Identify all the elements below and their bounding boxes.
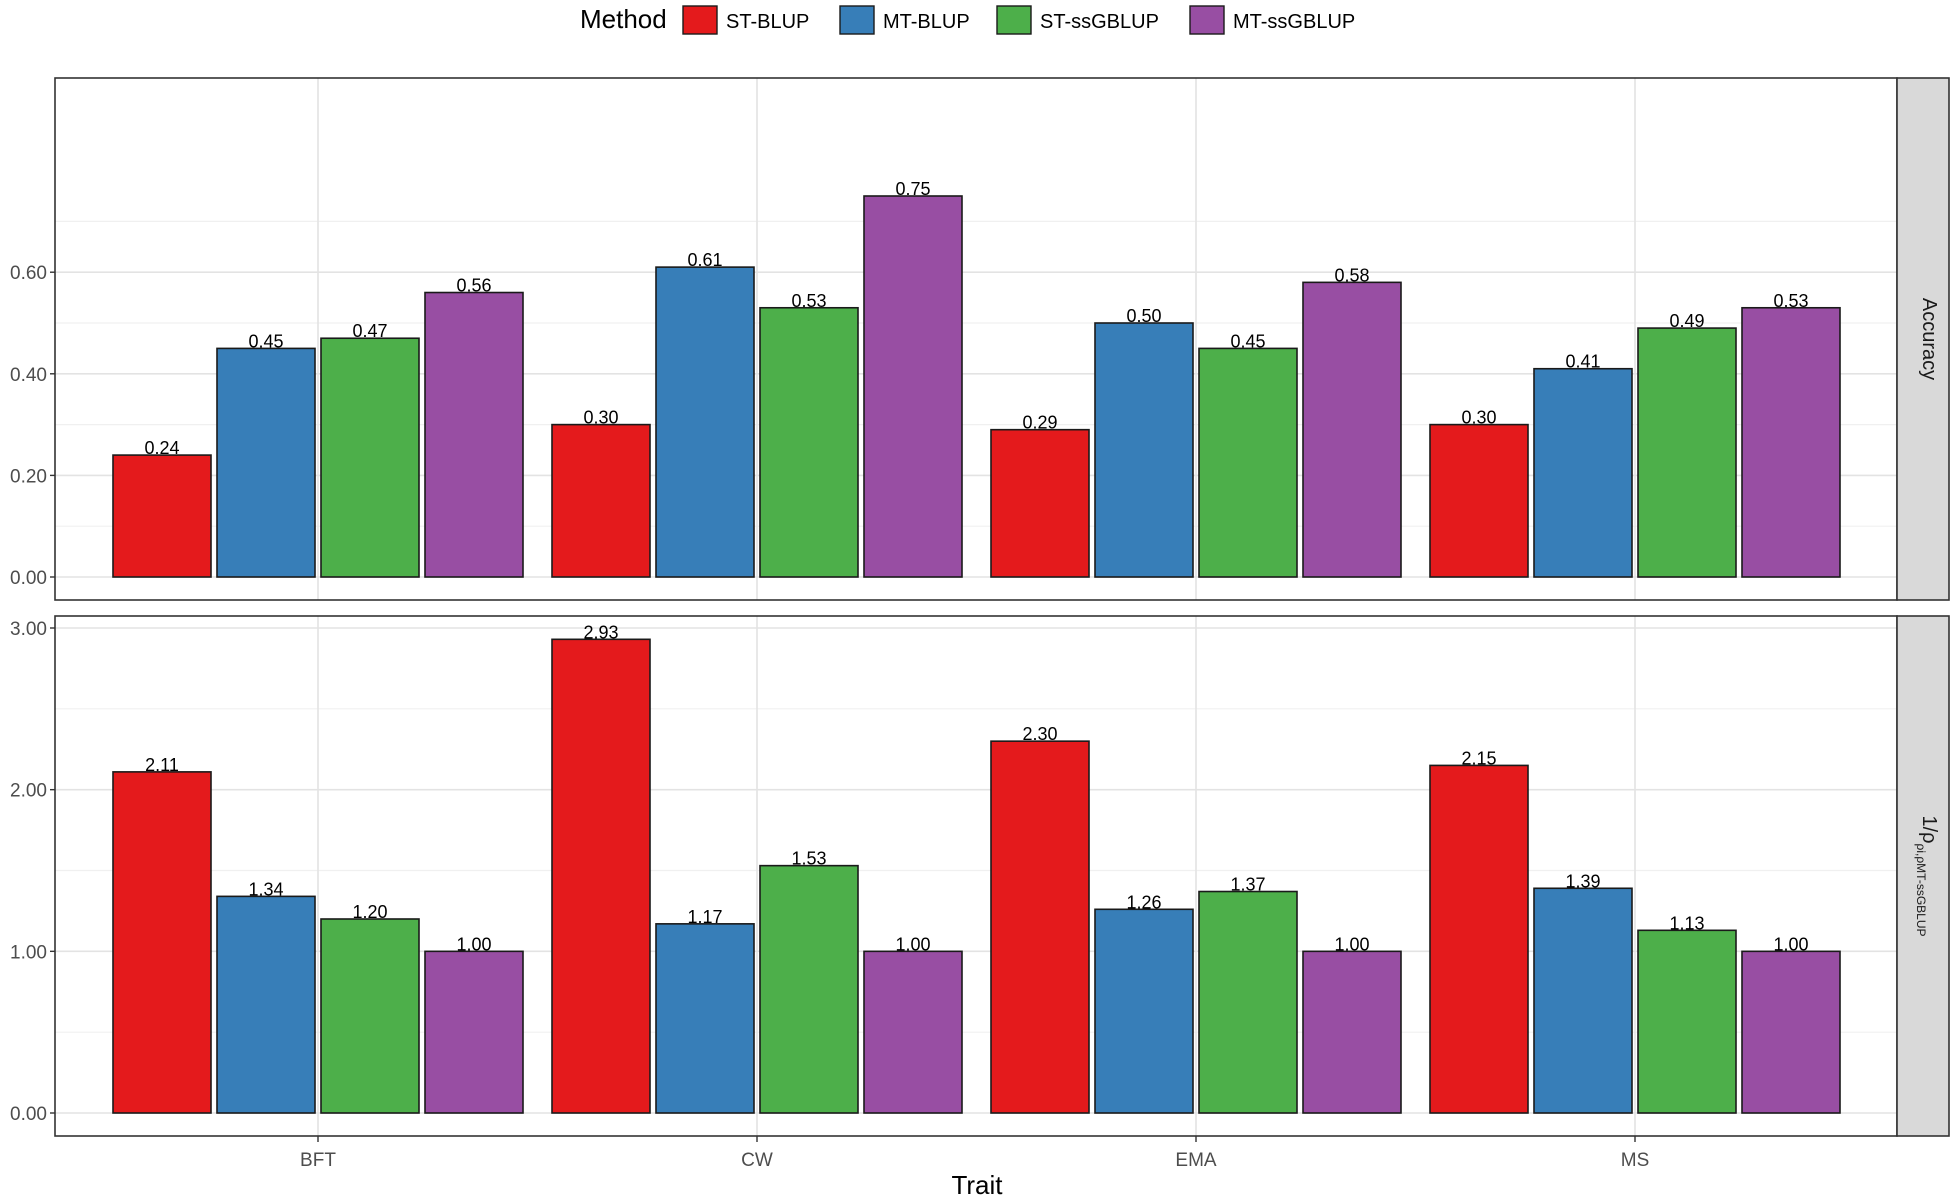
legend-label-mt-blup: MT-BLUP (883, 11, 970, 33)
y-tick-label: 1.00 (10, 942, 47, 963)
legend-label-mt-ssgblup: MT-ssGBLUP (1233, 11, 1355, 33)
panel-inverse-rho: 0.00 1.00 2.00 3.00 2.11 2.93 2.30 2.15 1.34 1.17… (10, 615, 1950, 1137)
bar-label-st-ssgblup-cw: 0.53 (791, 291, 826, 311)
legend-swatch-mt-blup (839, 5, 875, 35)
bar-label-st-blup-bft: 0.24 (144, 438, 179, 458)
bar-label-mt-blup-cw: 1.17 (687, 907, 722, 927)
bar-label-st-blup-ms: 2.15 (1461, 748, 1496, 768)
legend-label-st-blup: ST-BLUP (726, 11, 809, 33)
y-tick-label: 0.00 (10, 568, 47, 589)
bar-label-mt-ssgblup-ema: 1.00 (1334, 934, 1369, 954)
bar-st-ssgblup-ema (1198, 347, 1298, 578)
bar-label-st-ssgblup-ms: 1.13 (1669, 913, 1704, 933)
bar-mt-ssgblup-ms (1741, 306, 1841, 578)
bar-st-blup-bft (112, 771, 212, 1114)
bar-label-st-blup-ema: 0.29 (1022, 413, 1057, 433)
bar-mt-blup-ms (1533, 367, 1633, 578)
x-tick-label-bft: BFT (300, 1150, 336, 1171)
bar-label-mt-ssgblup-cw: 1.00 (895, 934, 930, 954)
bar-st-blup-cw (551, 423, 651, 578)
bar-mt-blup-ms (1533, 887, 1633, 1114)
bar-label-st-ssgblup-ema: 0.45 (1230, 331, 1265, 351)
bar-label-mt-blup-ms: 0.41 (1565, 352, 1600, 372)
legend-swatch-st-ssgblup (996, 5, 1032, 35)
bar-st-ssgblup-bft (320, 918, 420, 1114)
bar-mt-ssgblup-ms (1741, 950, 1841, 1114)
bar-st-blup-ms (1429, 423, 1529, 578)
bar-label-st-blup-ms: 0.30 (1461, 408, 1496, 428)
bar-mt-blup-ema (1094, 322, 1194, 578)
legend-item-mt-ssgblup: MT-ssGBLUP (1189, 5, 1355, 35)
bar-mt-ssgblup-cw (863, 950, 963, 1114)
bar-mt-blup-bft (216, 347, 316, 578)
bar-st-ssgblup-ms (1637, 929, 1737, 1114)
bar-label-st-blup-ema: 2.30 (1022, 724, 1057, 744)
bar-label-mt-ssgblup-ema: 0.58 (1334, 265, 1369, 285)
bar-st-ssgblup-ms (1637, 327, 1737, 578)
bar-label-mt-blup-ms: 1.39 (1565, 871, 1600, 891)
bar-mt-blup-cw (655, 923, 755, 1114)
bar-label-mt-blup-ema: 0.50 (1126, 306, 1161, 326)
legend-item-st-ssgblup: ST-ssGBLUP (996, 5, 1159, 35)
x-axis-title: Trait (951, 1170, 1003, 1197)
x-tick-label-cw: CW (741, 1150, 773, 1171)
bar-st-blup-bft (112, 454, 212, 578)
y-tick-label: 2.00 (10, 781, 47, 802)
x-tick-label-ms: MS (1621, 1150, 1650, 1171)
bar-st-ssgblup-ema (1198, 890, 1298, 1114)
bar-label-mt-ssgblup-ms: 1.00 (1773, 934, 1808, 954)
bar-mt-ssgblup-bft (424, 291, 524, 578)
bar-mt-blup-cw (655, 266, 755, 578)
bar-st-blup-ema (990, 740, 1090, 1114)
bar-label-st-ssgblup-bft: 1.20 (352, 902, 387, 922)
bar-label-st-ssgblup-cw: 1.53 (791, 849, 826, 869)
bar-mt-blup-ema (1094, 908, 1194, 1114)
y-tick-label: 3.00 (10, 619, 47, 640)
bar-st-blup-ms (1429, 764, 1529, 1114)
facet-strip-label: Accuracy (1918, 298, 1940, 380)
panel-accuracy: 0.00 0.20 0.40 0.60 0.24 0.30 0.29 0.30 0.45 0.61… (10, 77, 1950, 601)
bar-mt-ssgblup-bft (424, 950, 524, 1114)
legend-swatch-mt-ssgblup (1189, 5, 1225, 35)
bar-st-blup-cw (551, 638, 651, 1114)
bar-label-mt-blup-ema: 1.26 (1126, 892, 1161, 912)
bar-label-st-blup-cw: 2.93 (583, 622, 618, 642)
y-tick-label: 0.40 (10, 365, 47, 386)
y-tick-label: 0.60 (10, 263, 47, 284)
bar-label-st-ssgblup-bft: 0.47 (352, 321, 387, 341)
x-tick-label-ema: EMA (1175, 1150, 1217, 1171)
x-axis: BFT CW EMA MS (300, 1136, 1649, 1171)
bar-label-mt-ssgblup-cw: 0.75 (895, 179, 930, 199)
legend: Method ST-BLUP MT-BLUP ST-ssGBLUP MT-ssGBLU… (580, 4, 1355, 35)
bar-st-ssgblup-cw (759, 306, 859, 578)
y-tick-label: 0.20 (10, 466, 47, 487)
bar-mt-ssgblup-ema (1302, 281, 1402, 578)
bar-label-mt-ssgblup-bft: 0.56 (456, 276, 491, 296)
bar-label-st-blup-cw: 0.30 (583, 408, 618, 428)
bar-st-ssgblup-bft (320, 337, 420, 578)
bar-label-mt-blup-bft: 0.45 (248, 331, 283, 351)
bar-label-mt-ssgblup-ms: 0.53 (1773, 291, 1808, 311)
facet-strip (1896, 615, 1950, 1137)
y-tick-label: 0.00 (10, 1104, 47, 1125)
bar-st-blup-ema (990, 428, 1090, 578)
facet-strip-subscript: ρi,ρMT-ssGBLUP (1914, 844, 1928, 937)
legend-label-st-ssgblup: ST-ssGBLUP (1040, 11, 1159, 33)
legend-swatch-st-blup (682, 5, 718, 35)
bar-mt-blup-bft (216, 895, 316, 1114)
bar-label-st-blup-bft: 2.11 (145, 755, 179, 775)
bar-label-st-ssgblup-ema: 1.37 (1230, 875, 1265, 895)
bar-label-mt-ssgblup-bft: 1.00 (456, 934, 491, 954)
bar-label-mt-blup-bft: 1.34 (248, 879, 283, 899)
bar-st-ssgblup-cw (759, 864, 859, 1114)
legend-title: Method (580, 4, 667, 34)
bar-label-mt-blup-cw: 0.61 (687, 250, 722, 270)
legend-item-st-blup: ST-BLUP (682, 5, 809, 35)
legend-item-mt-blup: MT-BLUP (839, 5, 970, 35)
bar-label-st-ssgblup-ms: 0.49 (1669, 311, 1704, 331)
bar-mt-ssgblup-cw (863, 195, 963, 578)
bar-mt-ssgblup-ema (1302, 950, 1402, 1114)
facet-strip (1896, 77, 1950, 601)
